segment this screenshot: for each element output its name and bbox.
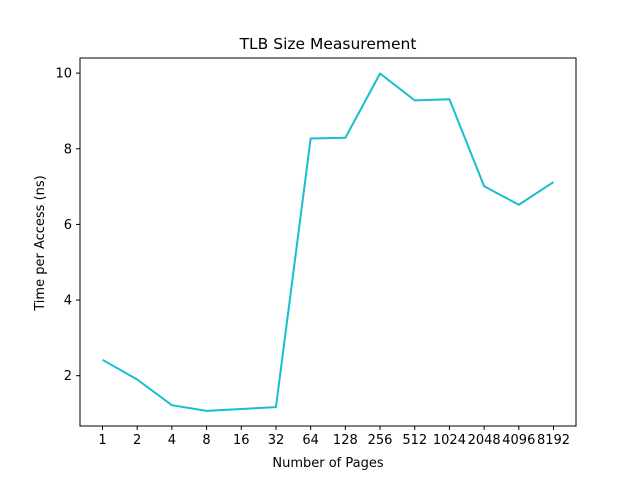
x-tick-label: 32 <box>268 433 285 448</box>
y-tick-label: 8 <box>64 142 72 157</box>
x-tick-label: 256 <box>368 433 393 448</box>
x-tick-label: 64 <box>302 433 319 448</box>
x-tick-label: 8 <box>202 433 210 448</box>
x-tick-label: 128 <box>333 433 358 448</box>
x-tick-label: 2 <box>133 433 141 448</box>
y-tick-label: 4 <box>64 294 72 309</box>
plot-area: 1 2 4 8 16 32 64 128 256 512 1024 2048 4096 8192 2 4 6 8 1… <box>55 57 577 448</box>
x-tick-label: 512 <box>402 433 427 448</box>
chart-title: TLB Size Measurement <box>239 35 417 53</box>
x-tick-label: 2048 <box>468 433 501 448</box>
x-tick-label: 8192 <box>537 433 570 448</box>
x-tick-label: 16 <box>233 433 250 448</box>
x-axis-label: Number of Pages <box>272 456 383 471</box>
x-tick-label: 1 <box>98 433 106 448</box>
plot-frame <box>79 57 577 427</box>
x-tick-label: 4096 <box>502 433 535 448</box>
series-line-0 <box>102 72 555 412</box>
y-tick-label: 2 <box>64 369 72 384</box>
y-tick-label: 10 <box>55 67 72 82</box>
y-tick-label: 6 <box>64 218 72 233</box>
x-tick-label: 1024 <box>433 433 466 448</box>
x-tick-label: 4 <box>168 433 176 448</box>
y-axis-label: Time per Access (ns) <box>33 175 48 311</box>
